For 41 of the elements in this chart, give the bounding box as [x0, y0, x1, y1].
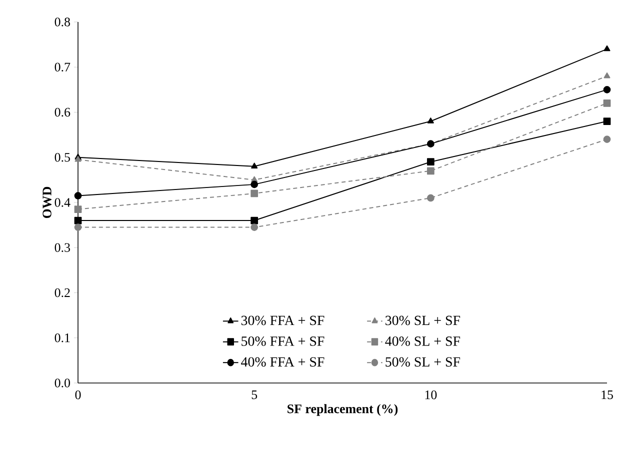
point [250, 224, 258, 231]
legend-label: 40% FFA + SF [241, 357, 324, 367]
point [74, 224, 82, 231]
y-tick-label: 0.2 [54, 288, 70, 298]
legend-label: 30% SL + SF [386, 316, 460, 326]
legend-label: 50% SL + SF [386, 357, 460, 367]
point [250, 216, 258, 224]
y-tick-label: 0.1 [54, 333, 70, 342]
point [603, 118, 611, 125]
y-tick-label: 0.5 [54, 152, 70, 162]
point [426, 158, 434, 166]
point [427, 118, 434, 124]
y-tick-label: 0.4 [54, 198, 70, 207]
point [74, 216, 82, 224]
legend-label: 50% FFA + SF [242, 336, 324, 346]
legend-label: 30% FFA + SF [241, 316, 324, 326]
legend-label: 40% SL + SF [385, 336, 460, 346]
point [74, 156, 82, 162]
y-tick-label: 0.8 [54, 18, 70, 26]
point [250, 180, 258, 188]
point [426, 167, 434, 175]
point [604, 45, 610, 52]
x-tick-label: 5 [252, 390, 258, 400]
point [74, 206, 82, 213]
point [251, 162, 258, 168]
y-tick-label: 0.3 [54, 243, 70, 252]
point [603, 100, 611, 107]
y-axis-title: OWD [42, 186, 52, 218]
point [604, 72, 610, 78]
x-tick-label: 10 [425, 390, 437, 400]
y-tick-label: 0.6 [54, 108, 70, 117]
y-tick-label: 0.0 [54, 378, 70, 388]
point [603, 86, 611, 94]
point [603, 136, 611, 143]
x-tick-label: 0 [75, 390, 81, 400]
y-tick-label: 0.7 [54, 62, 70, 72]
x-tick-label: 15 [602, 390, 613, 400]
point [426, 194, 434, 202]
x-axis-title: SF replacement (%) [288, 404, 398, 416]
point [250, 190, 258, 198]
point [74, 192, 82, 200]
